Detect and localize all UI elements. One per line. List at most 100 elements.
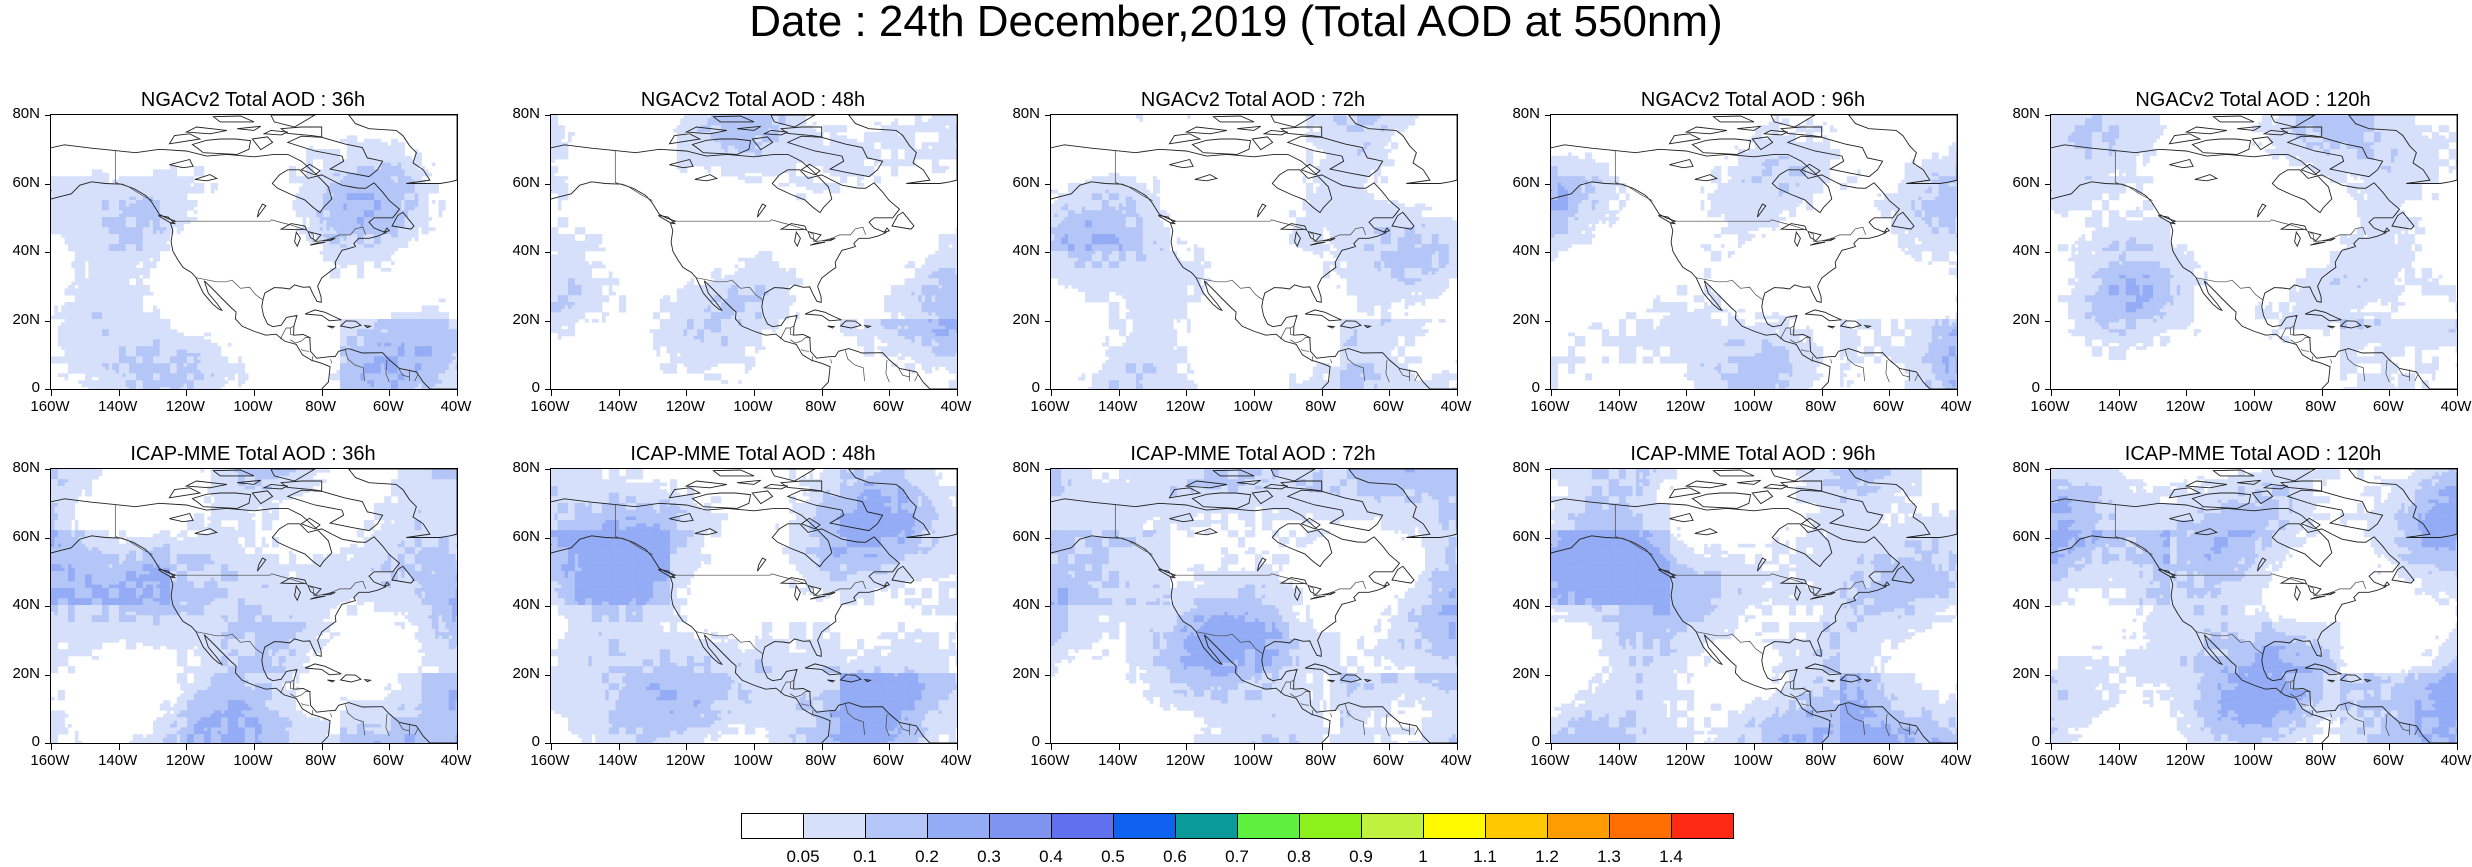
lon-tick-mark	[686, 744, 687, 750]
lake-outline	[1795, 232, 1801, 246]
lon-tick-mark	[119, 744, 120, 750]
country-border	[331, 359, 332, 363]
lat-tick-label: 60N	[1996, 174, 2040, 191]
lon-tick-label: 160W	[520, 398, 580, 415]
lon-tick-label: 140W	[588, 752, 648, 769]
aod-map	[1051, 115, 1457, 389]
lat-tick-mark	[545, 252, 551, 253]
lon-tick-mark	[457, 390, 458, 396]
lon-tick-label: 120W	[655, 752, 715, 769]
lat-tick-mark	[1045, 469, 1051, 470]
lon-tick-label: 60W	[1358, 752, 1418, 769]
colorbar-swatch	[927, 813, 990, 839]
lon-tick-label: 160W	[20, 398, 80, 415]
lon-tick-label: 100W	[223, 398, 283, 415]
lon-tick-mark	[2322, 390, 2323, 396]
colorbar-swatch	[1485, 813, 1548, 839]
island-outline	[2252, 137, 2272, 150]
lake-outline	[2169, 160, 2193, 168]
island-outline	[1805, 310, 1841, 321]
country-border	[1415, 375, 1418, 382]
lake-outline	[1310, 596, 1325, 599]
lon-tick-mark	[2186, 744, 2187, 750]
lat-tick-mark	[545, 115, 551, 116]
lake-outline	[695, 175, 717, 181]
lon-tick-label: 100W	[723, 398, 783, 415]
lon-tick-label: 60W	[2358, 752, 2418, 769]
lon-tick-mark	[1619, 390, 1620, 396]
island-outline	[1713, 116, 1754, 122]
lon-tick-mark	[551, 390, 552, 396]
lon-tick-label: 120W	[2155, 398, 2215, 415]
lon-tick-label: 60W	[1858, 398, 1918, 415]
island-outline	[2213, 470, 2254, 476]
lon-tick-label: 60W	[1858, 752, 1918, 769]
lon-tick-label: 160W	[1520, 752, 1580, 769]
lon-tick-label: 120W	[155, 398, 215, 415]
country-border	[2415, 375, 2418, 382]
lon-tick-label: 60W	[358, 398, 418, 415]
lat-tick-label: 40N	[0, 596, 40, 613]
lon-tick-label: 100W	[1723, 398, 1783, 415]
lon-tick-mark	[2389, 744, 2390, 750]
island-outline	[1884, 228, 1889, 232]
lat-tick-label: 40N	[496, 242, 540, 259]
lake-outline	[795, 232, 801, 246]
lon-tick-label: 80W	[2291, 752, 2351, 769]
lat-tick-mark	[2045, 675, 2051, 676]
island-outline	[752, 491, 772, 504]
lat-tick-label: 60N	[996, 528, 1040, 545]
lon-tick-label: 80W	[791, 398, 851, 415]
lat-tick-mark	[1545, 252, 1551, 253]
lat-tick-mark	[1045, 538, 1051, 539]
lon-tick-mark	[957, 390, 958, 396]
lon-tick-label: 120W	[1655, 752, 1715, 769]
lon-tick-label: 40W	[426, 398, 486, 415]
lon-tick-label: 40W	[926, 398, 986, 415]
lon-tick-label: 160W	[2020, 398, 2080, 415]
island-outline	[2213, 116, 2254, 122]
lat-tick-label: 0	[496, 733, 540, 750]
island-outline	[2192, 139, 2250, 154]
island-outline	[305, 664, 341, 675]
island-outline	[1169, 134, 1200, 144]
lat-tick-label: 40N	[1996, 596, 2040, 613]
lake-outline	[2310, 242, 2325, 245]
lon-tick-label: 160W	[1020, 398, 1080, 415]
lat-tick-mark	[45, 606, 51, 607]
lon-tick-label: 80W	[2291, 398, 2351, 415]
lon-tick-label: 140W	[2088, 752, 2148, 769]
lat-tick-label: 0	[996, 733, 1040, 750]
lon-tick-label: 160W	[1020, 752, 1080, 769]
lon-tick-mark	[2051, 390, 2052, 396]
lat-tick-label: 80N	[0, 459, 40, 476]
lat-tick-mark	[1545, 469, 1551, 470]
island-outline	[1713, 470, 1754, 476]
island-outline	[1669, 134, 1700, 144]
island-outline	[692, 493, 750, 508]
island-outline	[827, 326, 834, 328]
lon-tick-mark	[1619, 744, 1620, 750]
lat-tick-mark	[1045, 606, 1051, 607]
aod-field	[551, 469, 957, 743]
lon-tick-mark	[889, 744, 890, 750]
panel-title: ICAP-MME Total AOD : 96h	[1550, 443, 1956, 466]
island-outline	[686, 481, 727, 488]
lon-tick-label: 40W	[1926, 398, 1986, 415]
colorbar-swatch	[1299, 813, 1362, 839]
lake-outline	[2295, 232, 2301, 246]
colorbar-level-label: 0.9	[1341, 847, 1381, 867]
lat-tick-mark	[545, 184, 551, 185]
lat-tick-label: 40N	[1496, 596, 1540, 613]
lon-tick-mark	[2457, 390, 2458, 396]
lon-tick-mark	[389, 744, 390, 750]
lat-tick-label: 0	[1996, 379, 2040, 396]
lon-tick-label: 140W	[588, 398, 648, 415]
colorbar-level-label: 0.2	[907, 847, 947, 867]
lon-tick-label: 140W	[1088, 752, 1148, 769]
lat-tick-label: 40N	[996, 596, 1040, 613]
lat-tick-label: 80N	[496, 105, 540, 122]
